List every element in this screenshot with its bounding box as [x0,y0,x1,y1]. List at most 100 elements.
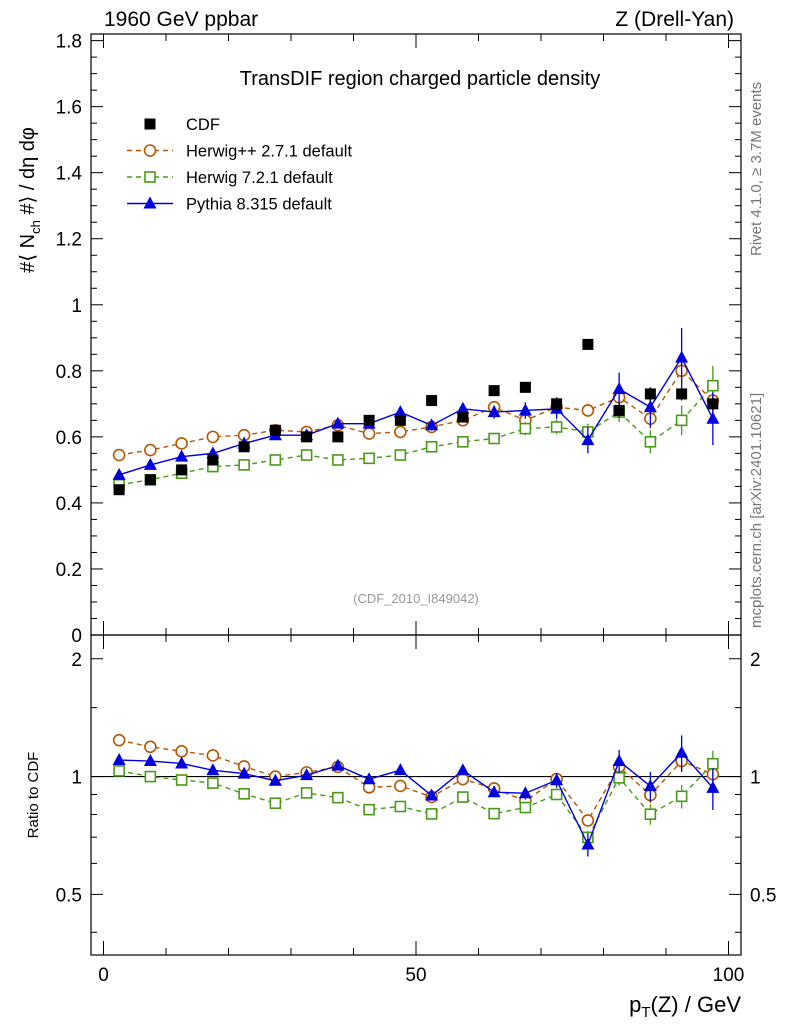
data-point [426,395,438,407]
data-point [707,379,719,392]
ratio-point [268,773,282,786]
ratio-point [425,808,438,820]
y-tick-label: 1 [71,296,82,317]
data-point [581,404,595,417]
data-point [518,403,532,416]
ratio-point [206,763,220,776]
data-point [613,404,625,416]
ratio-point [550,773,564,786]
ratio-point [519,801,532,814]
ratio-point [300,787,313,799]
data-point [206,430,220,444]
y-tick-label: 1.4 [56,164,83,185]
ratio-tick-label-right: 0.5 [750,885,776,906]
legend-label: CDF [186,116,220,134]
y-tick-label: 0.2 [56,560,82,581]
ratio-tick-label: 0.5 [56,885,82,906]
data-point [457,411,469,423]
ratio-point [269,797,282,810]
ratio-point [175,774,188,786]
process-label: Z (Drell-Yan) [615,8,734,31]
data-point [363,414,375,426]
y-axis-label-a: #⟨ N [17,234,39,273]
ratio-point [456,772,470,786]
data-point [394,425,407,439]
data-point [519,422,532,435]
ratio-point [550,788,563,801]
legend-marker [144,171,156,183]
data-point [175,449,189,462]
data-point [425,418,439,431]
data-point [331,416,345,429]
ratio-point [394,779,407,793]
ratio-point [332,791,344,804]
ratio-point [612,754,626,767]
x-axis-label-sub: T [641,1004,650,1021]
ratio-point [488,807,500,820]
ratio-tick-label-right: 1 [750,768,761,789]
data-point [300,449,313,461]
ratio-tick-label: 2 [71,650,82,671]
data-point [644,436,657,448]
ratio-point [112,753,126,766]
ratio-point [425,788,439,801]
ratio-point [613,772,625,784]
ratio-point [706,780,720,793]
data-point [675,350,689,363]
data-point [644,388,656,400]
data-point [362,427,376,440]
series-line [118,356,714,476]
legend-label: Herwig++ 2.7.1 default [186,143,352,161]
y-tick-label: 0.6 [56,428,82,449]
data-point [112,448,126,462]
data-point [488,432,500,445]
y-tick-label-zero: 0 [71,626,82,647]
legend-marker [144,118,156,130]
data-point [394,414,406,426]
x-tick-label: 100 [713,965,745,986]
ratio-point [393,763,407,776]
data-point [301,431,313,443]
y-tick-label: 1.2 [56,230,82,251]
series-herwig-2-7-1-default [112,357,720,462]
data-point [612,381,626,394]
y-axis-label: #⟨ Nch #⟩ / dη dφ [17,127,43,273]
ratio-point [707,757,719,770]
y-axis-label-sub: ch [28,220,43,234]
ratio-series-herwig-2-7-1-default [112,733,720,827]
ratio-line [119,751,714,847]
data-point [269,454,282,466]
data-point [393,405,407,418]
ratio-point [363,803,375,816]
ratio-point [207,777,219,789]
ratio-point [675,745,689,758]
ratio-point [362,772,376,785]
ratio-point [237,766,251,779]
legend-marker [143,144,157,157]
chart-title: TransDIF region charged particle density [240,68,601,90]
y-tick-label: 1.6 [56,98,82,119]
ratio-point [457,791,469,803]
ratio-point [238,788,250,800]
series-herwig-7-2-1-default [113,365,719,491]
ratio-point [394,800,407,813]
legend: CDF Herwig++ 2.7.1 default Herwig 7.2.1 de… [127,116,352,214]
data-point [238,441,250,453]
data-point [238,459,250,471]
data-point [488,385,500,397]
ratio-point [112,733,126,747]
data-point [457,436,469,448]
ratio-panel-frame [90,634,742,956]
x-axis-label-rest: (Z) / GeV [651,992,742,1017]
data-point [144,443,157,457]
legend-marker [143,196,157,209]
data-point [582,338,594,350]
ratio-point [518,786,532,799]
ratio-point [643,779,657,792]
legend-label: Pythia 8.315 default [186,196,332,214]
x-axis-label-text: p [629,992,641,1017]
x-tick-label: 0 [98,965,109,986]
ratio-axis-label: Ratio to CDF [25,752,42,839]
ratio-point [675,790,688,803]
